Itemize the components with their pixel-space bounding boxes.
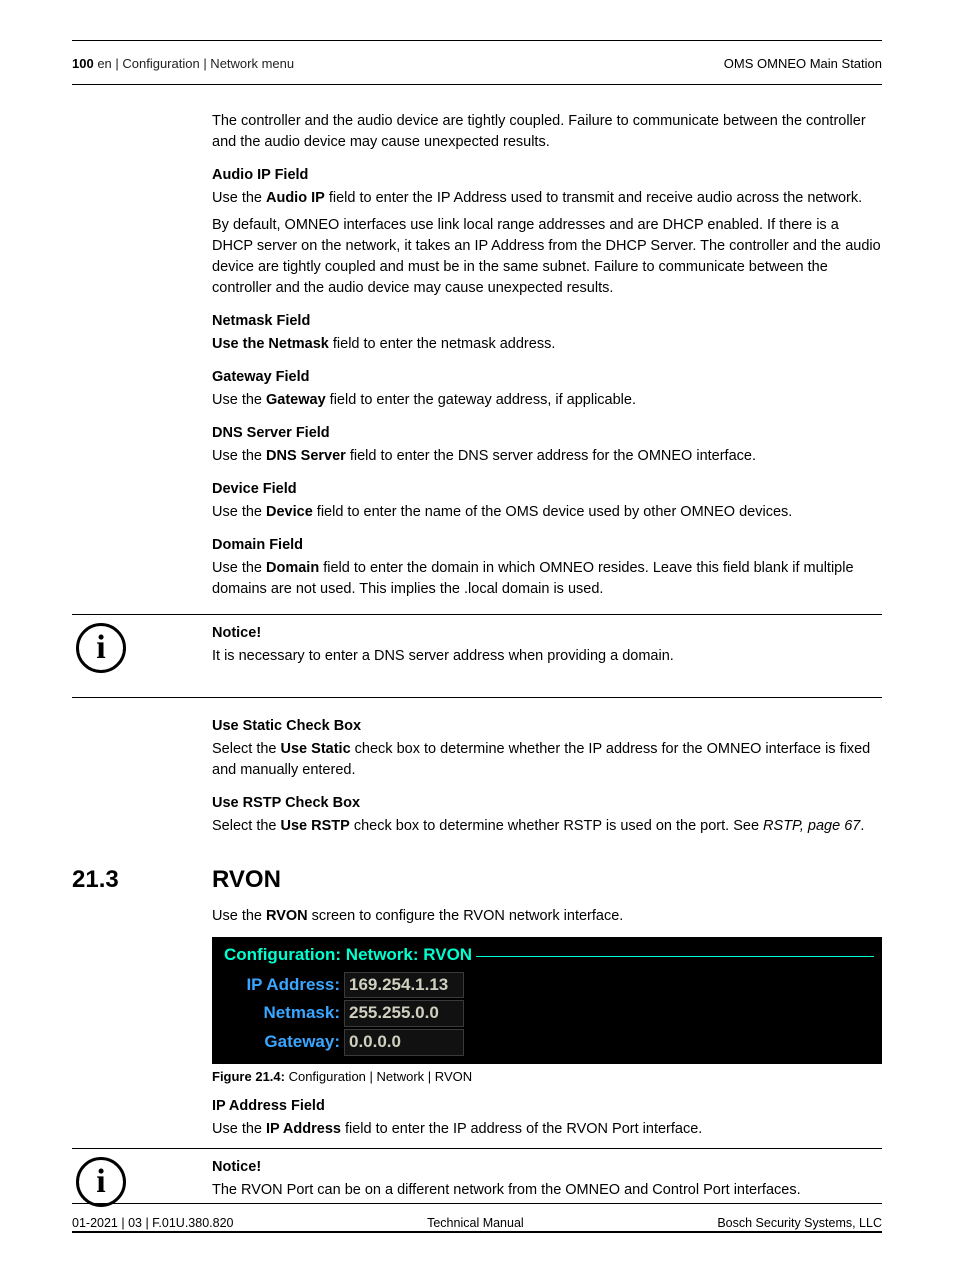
- text: Use the: [212, 908, 266, 924]
- audio-ip-heading: Audio IP Field: [212, 165, 882, 186]
- text-bold: Domain: [266, 560, 319, 576]
- content: The controller and the audio device are …: [72, 85, 882, 1233]
- text: Use the: [212, 560, 266, 576]
- text-bold: Use the Netmask: [212, 336, 329, 352]
- text: Select the: [212, 741, 281, 757]
- running-header: 100 en | Configuration | Network menu OM…: [72, 41, 882, 85]
- audio-ip-p2: By default, OMNEO interfaces use link lo…: [212, 215, 882, 299]
- footer-right: Bosch Security Systems, LLC: [717, 1214, 882, 1232]
- screenshot-label: Netmask:: [220, 1001, 340, 1026]
- screenshot-value: 255.255.0.0: [344, 1000, 464, 1027]
- notice-body: The RVON Port can be on a different netw…: [212, 1180, 882, 1201]
- notice-title: Notice!: [212, 623, 882, 644]
- device-p: Use the Device field to enter the name o…: [212, 502, 882, 523]
- device-heading: Device Field: [212, 479, 882, 500]
- notice-box: i Notice! It is necessary to enter a DNS…: [72, 614, 882, 698]
- info-icon: i: [76, 1157, 126, 1207]
- text: field to enter the IP address of the RVO…: [341, 1121, 702, 1137]
- screenshot-label: IP Address:: [220, 973, 340, 998]
- text: screen to configure the RVON network int…: [308, 908, 624, 924]
- text-bold: Device: [266, 504, 313, 520]
- netmask-p: Use the Netmask field to enter the netma…: [212, 334, 882, 355]
- domain-heading: Domain Field: [212, 535, 882, 556]
- text-bold: Audio IP: [266, 190, 325, 206]
- text: Use the: [212, 190, 266, 206]
- use-static-p: Select the Use Static check box to deter…: [212, 739, 882, 781]
- audio-ip-p1: Use the Audio IP field to enter the IP A…: [212, 188, 882, 209]
- screenshot-value: 169.254.1.13: [344, 972, 464, 999]
- text: Use the: [212, 1121, 266, 1137]
- text-bold: Gateway: [266, 392, 326, 408]
- header-product: OMS OMNEO Main Station: [724, 55, 882, 74]
- header-left: 100 en | Configuration | Network menu: [72, 55, 294, 74]
- footer-left: 01-2021 | 03 | F.01U.380.820: [72, 1214, 233, 1232]
- notice-icon-cell: i: [72, 623, 212, 673]
- dns-p: Use the DNS Server field to enter the DN…: [212, 446, 882, 467]
- page-frame: 100 en | Configuration | Network menu OM…: [72, 40, 882, 1233]
- text-bold: IP Address: [266, 1121, 341, 1137]
- running-footer: 01-2021 | 03 | F.01U.380.820 Technical M…: [72, 1203, 882, 1232]
- notice-title: Notice!: [212, 1157, 882, 1178]
- text-bold: RVON: [266, 908, 308, 924]
- screenshot-row: Netmask: 255.255.0.0: [220, 1000, 874, 1027]
- figure-label: Figure 21.4:: [212, 1069, 285, 1084]
- ip-address-p: Use the IP Address field to enter the IP…: [212, 1119, 882, 1140]
- use-rstp-p: Select the Use RSTP check box to determi…: [212, 816, 882, 837]
- ip-address-heading: IP Address Field: [212, 1096, 882, 1117]
- text: check box to determine whether RSTP is u…: [350, 818, 763, 834]
- section-number: 21.3: [72, 863, 212, 898]
- notice-icon-cell: i: [72, 1157, 212, 1207]
- figure-caption: Figure 21.4: Configuration | Network | R…: [212, 1068, 882, 1087]
- rvon-screenshot: Configuration: Network: RVON IP Address:…: [212, 937, 882, 1064]
- gateway-p: Use the Gateway field to enter the gatew…: [212, 390, 882, 411]
- dns-heading: DNS Server Field: [212, 423, 882, 444]
- intro-paragraph: The controller and the audio device are …: [212, 111, 882, 153]
- notice-text: Notice! The RVON Port can be on a differ…: [212, 1157, 882, 1207]
- use-rstp-heading: Use RSTP Check Box: [212, 793, 882, 814]
- text-bold: Use Static: [281, 741, 351, 757]
- body-column: The controller and the audio device are …: [212, 111, 882, 600]
- text: field to enter the gateway address, if a…: [326, 392, 636, 408]
- figure-text: Configuration | Network | RVON: [285, 1069, 472, 1084]
- text: Use the: [212, 392, 266, 408]
- body-column-3: Use the RVON screen to configure the RVO…: [212, 906, 882, 1140]
- text: field to enter the name of the OMS devic…: [313, 504, 793, 520]
- notice-body: It is necessary to enter a DNS server ad…: [212, 646, 882, 667]
- netmask-heading: Netmask Field: [212, 311, 882, 332]
- use-static-heading: Use Static Check Box: [212, 716, 882, 737]
- footer-center: Technical Manual: [233, 1214, 717, 1232]
- text: field to enter the IP Address used to tr…: [325, 190, 862, 206]
- text: Select the: [212, 818, 281, 834]
- text: field to enter the DNS server address fo…: [346, 448, 756, 464]
- gateway-heading: Gateway Field: [212, 367, 882, 388]
- text: Use the: [212, 448, 266, 464]
- section-heading-row: 21.3 RVON: [72, 863, 882, 898]
- screenshot-legend: Configuration: Network: RVON: [220, 943, 476, 970]
- section-title: RVON: [212, 863, 281, 898]
- info-icon: i: [76, 623, 126, 673]
- screenshot-row: IP Address: 169.254.1.13: [220, 972, 874, 999]
- body-column-2: Use Static Check Box Select the Use Stat…: [212, 716, 882, 837]
- screenshot-fieldset: Configuration: Network: RVON IP Address:…: [220, 943, 874, 1056]
- text-bold: DNS Server: [266, 448, 346, 464]
- text-italic: RSTP, page 67: [763, 818, 860, 834]
- text-bold: Use RSTP: [281, 818, 350, 834]
- text: Use the: [212, 504, 266, 520]
- rvon-intro: Use the RVON screen to configure the RVO…: [212, 906, 882, 927]
- page-number: 100: [72, 56, 94, 71]
- screenshot-value: 0.0.0.0: [344, 1029, 464, 1056]
- screenshot-row: Gateway: 0.0.0.0: [220, 1029, 874, 1056]
- notice-text: Notice! It is necessary to enter a DNS s…: [212, 623, 882, 673]
- header-breadcrumb: en | Configuration | Network menu: [94, 56, 294, 71]
- text: field to enter the netmask address.: [329, 336, 556, 352]
- screenshot-label: Gateway:: [220, 1030, 340, 1055]
- domain-p: Use the Domain field to enter the domain…: [212, 558, 882, 600]
- text: .: [860, 818, 864, 834]
